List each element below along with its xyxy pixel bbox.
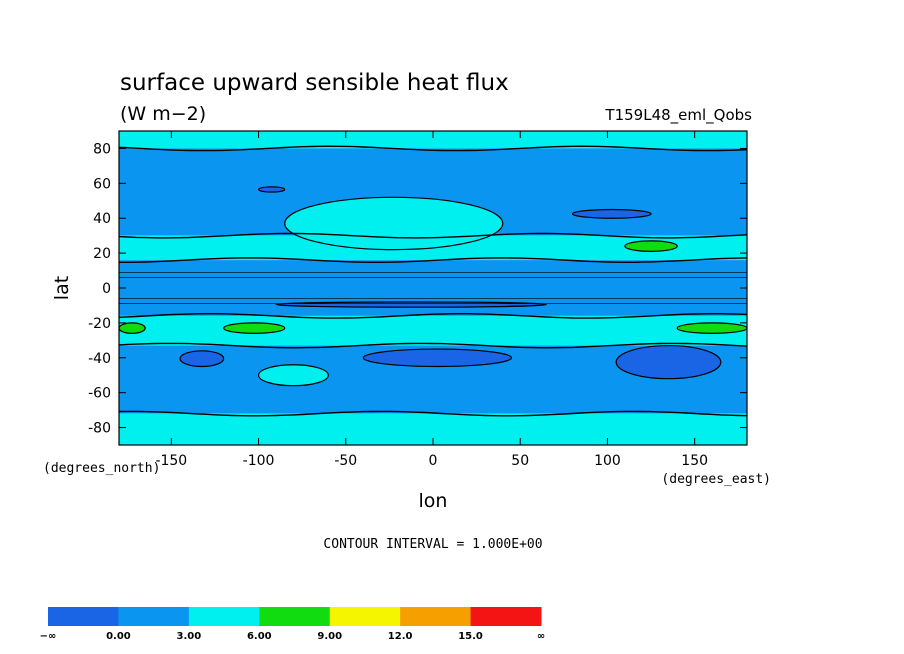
min-region-9 bbox=[257, 186, 286, 193]
cyan-region-0 bbox=[284, 196, 504, 251]
x-tick-label: 50 bbox=[511, 453, 529, 469]
min-region-7 bbox=[362, 348, 513, 368]
contour-interval: CONTOUR INTERVAL = 1.000E+00 bbox=[323, 537, 542, 552]
y-tick-label: 0 bbox=[102, 281, 111, 297]
colorbar-label: 6.00 bbox=[247, 631, 272, 642]
x-tick-label: -50 bbox=[334, 453, 357, 469]
chart-units: (W m−2) bbox=[120, 103, 206, 125]
x-tick-label: 100 bbox=[594, 453, 621, 469]
colorbar-label: 12.0 bbox=[388, 631, 413, 642]
min-region-11 bbox=[275, 301, 547, 308]
y-axis-label: lat bbox=[51, 276, 73, 300]
y-tick-label: -60 bbox=[88, 386, 111, 402]
colorbar-swatch bbox=[470, 607, 542, 626]
cyan-region-1 bbox=[257, 364, 329, 387]
y-tick-label: -80 bbox=[88, 421, 111, 437]
x-axis: -150 -100 -50 0 50 100 150 bbox=[155, 131, 708, 469]
green-patch-5 bbox=[624, 240, 678, 252]
colorbar-swatch bbox=[118, 607, 190, 626]
x-axis-units: (degrees_east) bbox=[661, 472, 771, 487]
x-tick-label: -100 bbox=[243, 453, 275, 469]
band-contour-3 bbox=[119, 257, 747, 263]
colorbar-label: 0.00 bbox=[106, 631, 131, 642]
x-tick-label: -150 bbox=[155, 453, 187, 469]
y-tick-label: 20 bbox=[93, 246, 111, 262]
colorbar-label: 15.0 bbox=[458, 631, 483, 642]
y-tick-label: 80 bbox=[93, 141, 111, 157]
run-label: T159L48_eml_Qobs bbox=[604, 106, 752, 125]
colorbar-swatch bbox=[188, 607, 260, 626]
x-tick-label: 0 bbox=[429, 453, 438, 469]
y-tick-label: 60 bbox=[93, 176, 111, 192]
band-contour-5 bbox=[119, 342, 747, 349]
y-tick-label: 40 bbox=[93, 211, 111, 227]
band-contour-2 bbox=[119, 232, 747, 239]
zonal-band-4 bbox=[119, 315, 747, 346]
band-contour-4 bbox=[119, 313, 747, 319]
zonal-band-0 bbox=[119, 131, 747, 149]
colorbar-swatch bbox=[400, 607, 472, 626]
y-axis-units: (degrees_north) bbox=[43, 461, 160, 476]
contour-lines bbox=[119, 145, 747, 417]
colorbar-label: 3.00 bbox=[177, 631, 202, 642]
colorbar-label: 9.00 bbox=[317, 631, 342, 642]
min-region-10 bbox=[571, 208, 652, 219]
x-tick-label: 150 bbox=[681, 453, 708, 469]
green-patch-2 bbox=[676, 322, 747, 334]
y-tick-label: -20 bbox=[88, 316, 111, 332]
band-contour-6 bbox=[119, 410, 747, 417]
y-axis: 80 60 40 20 0 -20 -40 -60 -80 bbox=[88, 141, 747, 437]
x-axis-label: lon bbox=[419, 490, 448, 512]
colorbar-swatch bbox=[259, 607, 331, 626]
y-tick-label: -40 bbox=[88, 351, 111, 367]
min-region-6 bbox=[179, 350, 225, 368]
colorbar-swatch bbox=[48, 607, 119, 626]
band-contour-1 bbox=[119, 145, 747, 152]
colorbar-swatch bbox=[329, 607, 401, 626]
colorbar-label: ∞ bbox=[537, 631, 545, 642]
green-patch-3 bbox=[119, 322, 146, 334]
min-region-8 bbox=[615, 344, 722, 380]
contour-plot-area bbox=[119, 131, 747, 445]
chart-title: surface upward sensible heat flux bbox=[120, 70, 509, 96]
green-patch-4 bbox=[223, 322, 286, 334]
colorbar-label: −∞ bbox=[40, 631, 57, 642]
colorbar: −∞ 0.00 3.00 6.00 9.00 12.0 15.0 ∞ bbox=[40, 607, 545, 642]
